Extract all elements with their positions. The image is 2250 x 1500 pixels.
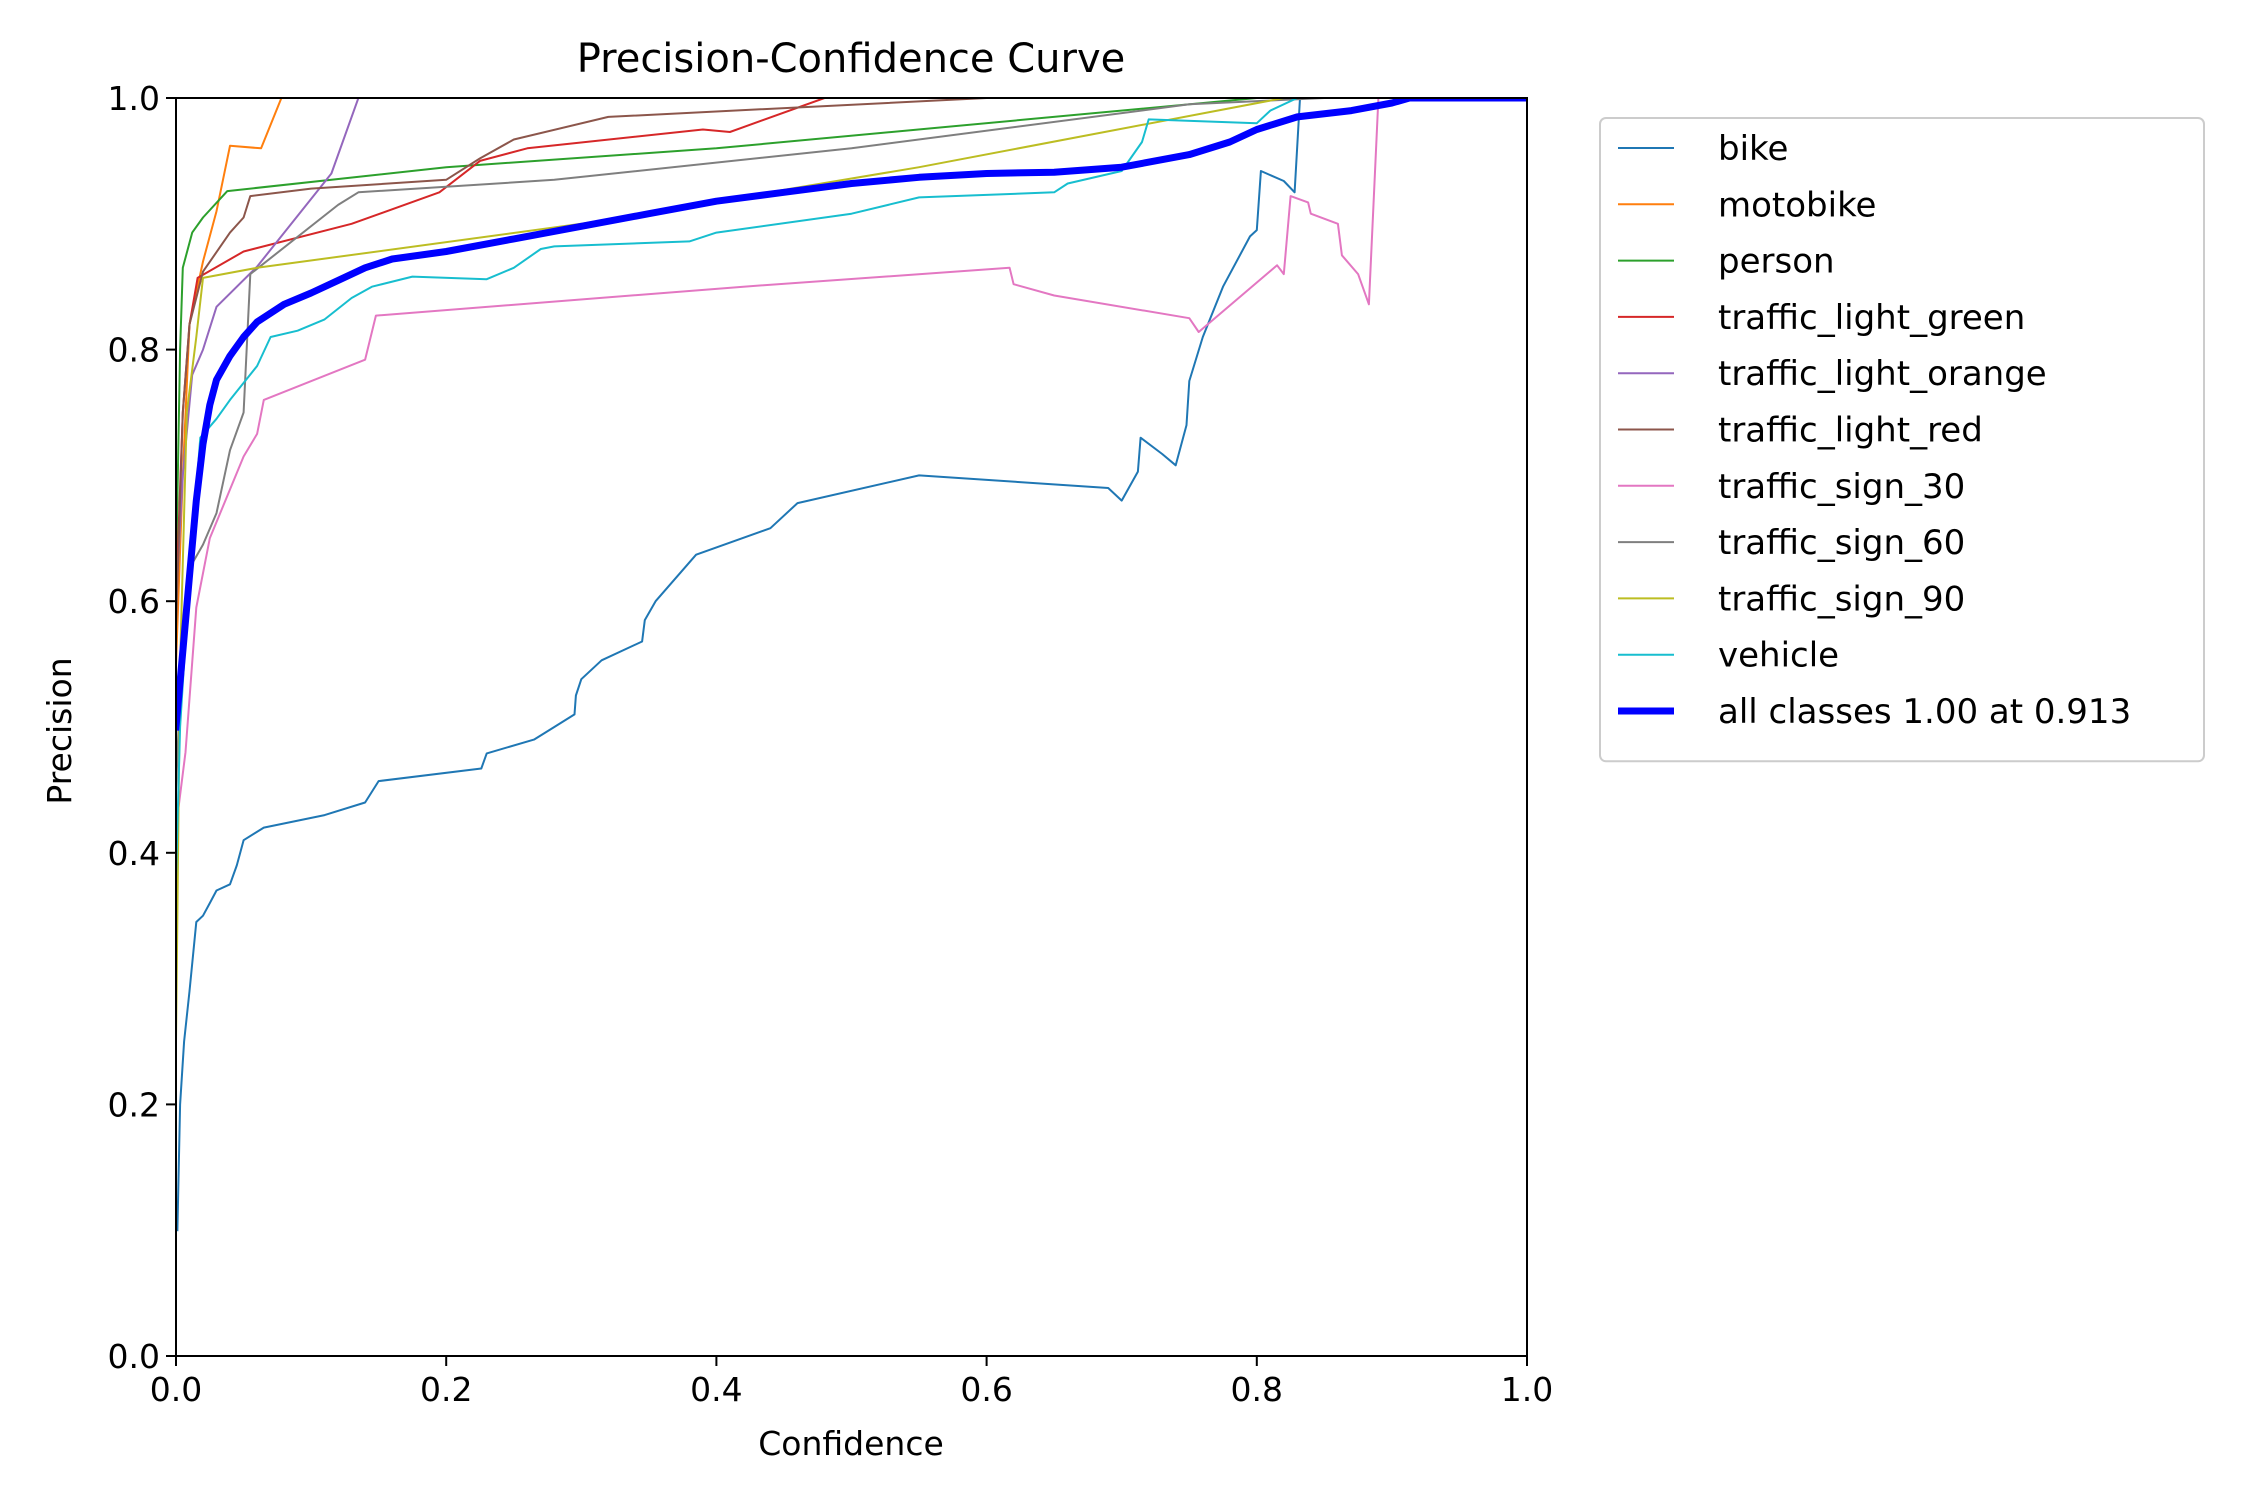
legend-label: traffic_sign_30 [1718,467,1965,507]
x-tick-label: 1.0 [1501,1370,1553,1409]
x-axis-label: Confidence [758,1424,944,1463]
legend-label: traffic_light_red [1718,411,1983,451]
legend-label: traffic_sign_60 [1718,523,1965,563]
y-tick-label: 1.0 [108,79,160,118]
series-line-traffic-sign-90 [176,98,1527,1043]
legend-label: motobike [1718,185,1876,225]
y-tick-label: 0.6 [108,582,160,621]
series-line-bike [176,98,1527,1232]
legend-label: traffic_light_orange [1718,354,2047,394]
x-tick-label: 0.6 [960,1370,1012,1409]
chart-title: Precision-Confidence Curve [577,36,1126,82]
legend-label: traffic_light_green [1718,298,2025,338]
series-line-vehicle [176,98,1527,880]
legend-label: all classes 1.00 at 0.913 [1718,692,2131,732]
legend-label: traffic_sign_90 [1718,579,1965,619]
x-tick-label: 0.8 [1231,1370,1283,1409]
y-tick-label: 0.0 [108,1337,160,1376]
legend: bike motobike person traffic_light_greentra… [1599,117,2205,763]
plot-frame [175,97,1528,1357]
x-tick-label: 0.2 [420,1370,472,1409]
y-tick-label: 0.2 [108,1085,160,1124]
series-line-all-classes-1-00-at-0-913 [176,98,1527,731]
series-line-traffic-sign-30 [176,98,1527,829]
series-line-traffic-light-red [176,98,1527,628]
plot-area: 0.0 0.2 0.4 0.6 0.8 1.0 0.0 0.2 0.4 0.6 0.8 1.0 [108,79,1554,1409]
y-tick-label: 0.4 [108,834,160,873]
legend-label: bike [1718,129,1788,169]
series-line-traffic-sign-60 [176,98,1527,791]
legend-frame [1599,117,2205,763]
y-tick-label: 0.8 [108,331,160,370]
series-line-motobike [176,98,1527,666]
series-line-person [176,98,1527,578]
x-tick-label: 0.0 [150,1370,202,1409]
series-lines [176,98,1527,1232]
x-tick-label: 0.4 [690,1370,742,1409]
legend-label: vehicle [1718,636,1839,676]
y-axis-label: Precision [40,657,79,804]
legend-label: person [1718,242,1835,282]
